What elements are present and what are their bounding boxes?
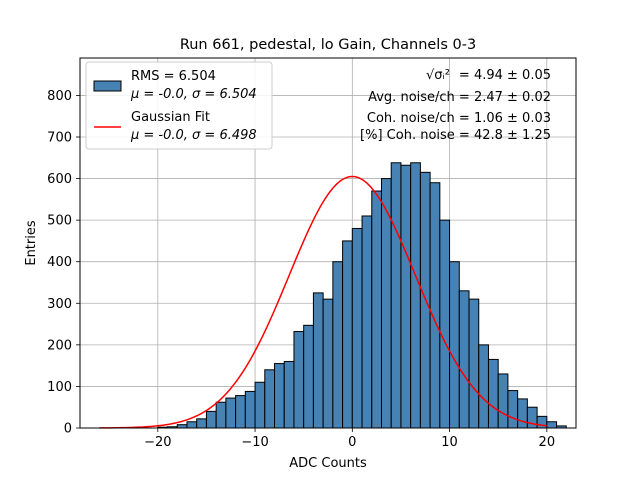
x-tick-label: 0 bbox=[348, 435, 356, 450]
x-tick-label: −20 bbox=[144, 435, 171, 450]
legend-fit-label: Gaussian Fit bbox=[131, 110, 210, 125]
y-axis-label: Entries bbox=[24, 220, 39, 266]
histogram-bar bbox=[332, 261, 344, 429]
histogram-bar bbox=[410, 162, 421, 429]
histogram-bar bbox=[361, 215, 373, 429]
noise-annotations: √σᵢ² = 4.94 ± 0.05 Avg. noise/ch = 2.47 … bbox=[360, 68, 551, 143]
annotation-avg-noise: Avg. noise/ch = 2.47 ± 0.02 bbox=[368, 90, 551, 105]
y-tick-label: 700 bbox=[47, 130, 72, 145]
histogram-bar bbox=[497, 373, 509, 429]
legend-fit-label-stats: μ = -0.0, σ = 6.498 bbox=[130, 128, 257, 143]
histogram-bar bbox=[468, 298, 480, 429]
histogram-bar bbox=[322, 298, 334, 429]
histogram-bar bbox=[449, 261, 460, 429]
y-tick-label: 800 bbox=[47, 89, 72, 104]
histogram-bar bbox=[342, 240, 353, 429]
histogram-bar bbox=[487, 358, 499, 429]
histogram-bar bbox=[274, 363, 285, 429]
plot-frame bbox=[79, 57, 577, 429]
x-tick-label: 10 bbox=[441, 435, 458, 450]
y-tick-label: 600 bbox=[47, 172, 72, 187]
histogram-bar bbox=[254, 381, 266, 429]
y-tick-label: 0 bbox=[64, 422, 72, 437]
histogram-bars bbox=[157, 162, 567, 429]
annotation-sqrt-symbol: √σᵢ² bbox=[426, 68, 450, 83]
histogram-bar bbox=[196, 418, 207, 429]
histogram-bar bbox=[458, 290, 470, 429]
gaussian-fit-line bbox=[99, 175, 547, 429]
y-tick-label: 200 bbox=[47, 338, 72, 353]
histogram-bar bbox=[517, 398, 528, 429]
annotation-sqrt-sigma: = 4.94 ± 0.05 bbox=[459, 68, 551, 83]
y-tick-label: 100 bbox=[47, 380, 72, 395]
histogram-bar bbox=[400, 164, 412, 429]
histogram-bar bbox=[546, 421, 558, 429]
histogram-bar bbox=[225, 397, 237, 429]
histogram-bar bbox=[429, 182, 441, 429]
y-tick-label: 500 bbox=[47, 214, 72, 229]
annotation-coh-noise: Coh. noise/ch = 1.06 ± 0.03 bbox=[367, 111, 551, 126]
histogram-bar bbox=[351, 227, 363, 429]
legend-histogram-label: RMS = 6.504 bbox=[131, 69, 216, 84]
histogram-bar bbox=[439, 219, 451, 429]
histogram-bar bbox=[215, 401, 227, 429]
legend: RMS = 6.504 μ = -0.0, σ = 6.504 Gaussian… bbox=[85, 61, 273, 150]
x-axis-label: ADC Counts bbox=[289, 456, 367, 471]
histogram-bar bbox=[371, 190, 382, 429]
x-tick-label: −10 bbox=[241, 435, 268, 450]
histogram-bar bbox=[244, 390, 256, 429]
histogram-bar bbox=[186, 421, 198, 429]
histogram-bar bbox=[235, 395, 246, 429]
histogram-bar bbox=[264, 369, 276, 429]
y-tick-label: 400 bbox=[47, 255, 72, 270]
annotation-coh-noise-percent: [%] Coh. noise = 42.8 ± 1.25 bbox=[360, 128, 551, 143]
gaussian-fit-layer bbox=[99, 175, 547, 429]
histogram-bar bbox=[303, 324, 314, 429]
histogram-bar bbox=[390, 162, 402, 429]
y-tick-label: 300 bbox=[47, 297, 72, 312]
legend-histogram-swatch bbox=[93, 80, 122, 92]
x-tick-label: 20 bbox=[539, 435, 556, 450]
histogram-bar bbox=[293, 331, 305, 429]
legend-box bbox=[85, 61, 273, 150]
histogram-bar bbox=[507, 390, 519, 429]
histogram-bar bbox=[283, 360, 295, 429]
chart-title: Run 661, pedestal, lo Gain, Channels 0-3 bbox=[180, 37, 476, 53]
histogram-bar bbox=[205, 410, 217, 429]
histogram-bar bbox=[478, 344, 489, 429]
legend-histogram-label-stats: μ = -0.0, σ = 6.504 bbox=[130, 87, 257, 102]
histogram-bar bbox=[312, 292, 324, 429]
